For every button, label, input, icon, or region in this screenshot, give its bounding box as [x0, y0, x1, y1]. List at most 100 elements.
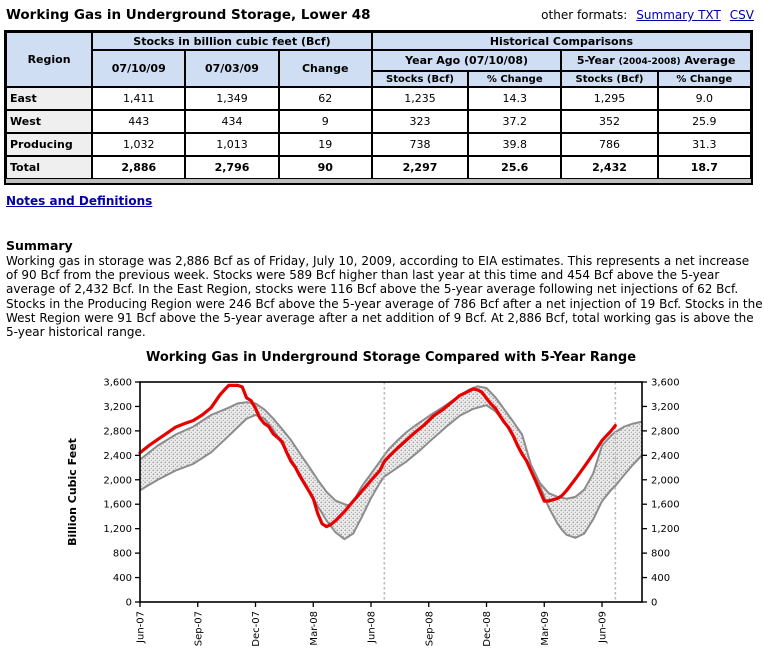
table-row: Total 2,886 2,796 90 2,297 25.6 2,432 18.7	[6, 156, 751, 179]
other-formats: other formats: Summary TXT CSV	[541, 8, 754, 22]
working-gas-line	[138, 384, 617, 529]
y-tick-label-right: 1,200	[651, 524, 680, 535]
x-tick-label: Jun-07	[136, 611, 147, 644]
x-tick-label: Mar-09	[540, 611, 551, 646]
col-header-region: Region	[6, 32, 93, 87]
y-tick-label-left: 400	[113, 573, 132, 584]
x-tick-label: Mar-08	[309, 611, 320, 646]
y-tick-label-right: 2,400	[651, 451, 680, 462]
cell-ya_pct: 25.6	[468, 156, 562, 179]
cell-fy_stocks: 1,295	[561, 87, 658, 110]
x-tick-label: Sep-08	[424, 611, 435, 646]
cell-current: 1,032	[92, 133, 186, 156]
cell-ya_stocks: 2,297	[371, 156, 469, 179]
group-header-five-year: 5-Year (2004-2008) Average	[561, 50, 751, 71]
y-tick-label-left: 2,000	[103, 475, 132, 486]
five-year-range-band	[140, 386, 642, 540]
cell-change: 9	[278, 110, 372, 133]
cell-change: 19	[278, 133, 372, 156]
notes-row: Notes and Definitions	[6, 194, 760, 208]
cell-fy_pct: 25.9	[657, 110, 751, 133]
csv-link[interactable]: CSV	[729, 8, 754, 22]
cell-previous: 2,796	[185, 156, 279, 179]
cell-change: 62	[278, 87, 372, 110]
cell-fy_pct: 9.0	[657, 87, 751, 110]
cell-change: 90	[278, 156, 372, 179]
storage-chart-svg: Working Gas in Underground Storage Compa…	[66, 350, 680, 647]
page-title: Working Gas in Underground Storage, Lowe…	[6, 7, 371, 23]
storage-table-wrapper: Region Stocks in billion cubic feet (Bcf…	[4, 30, 753, 185]
table-row: Producing 1,032 1,013 19 738 39.8 786 31.3	[6, 133, 751, 156]
five-year-min-line	[139, 404, 643, 541]
summary-text: Working gas in storage was 2,886 Bcf as …	[6, 254, 763, 340]
y-tick-label-left: 1,200	[103, 524, 132, 535]
cell-fy_pct: 18.7	[657, 156, 751, 179]
x-tick-label: Dec-07	[251, 611, 262, 647]
cell-fy_stocks: 786	[561, 133, 658, 156]
cell-ya_stocks: 1,235	[371, 87, 469, 110]
col-header-change: Change	[278, 50, 372, 87]
y-tick-label-right: 3,600	[651, 378, 680, 389]
y-tick-label-right: 800	[651, 549, 670, 560]
summary-txt-link[interactable]: Summary TXT	[636, 8, 721, 22]
cell-current: 1,411	[92, 87, 186, 110]
col-header-ya-pct: % Change	[468, 71, 562, 87]
cell-ya_stocks: 323	[371, 110, 469, 133]
col-header-previous-date: 07/03/09	[185, 50, 279, 87]
cell-ya_pct: 37.2	[468, 110, 562, 133]
col-header-fy-stocks: Stocks (Bcf)	[561, 71, 658, 87]
group-header-stocks: Stocks in billion cubic feet (Bcf)	[92, 32, 372, 50]
y-tick-label-left: 800	[113, 549, 132, 560]
y-tick-label-right: 400	[651, 573, 670, 584]
summary-section: Summary Working gas in storage was 2,886…	[6, 238, 763, 339]
chart-title: Working Gas in Underground Storage Compa…	[146, 350, 636, 365]
y-tick-label-left: 2,400	[103, 451, 132, 462]
cell-fy_stocks: 2,432	[561, 156, 658, 179]
cell-ya_pct: 39.8	[468, 133, 562, 156]
y-tick-label-right: 0	[651, 598, 657, 609]
cell-fy_stocks: 352	[561, 110, 658, 133]
x-tick-label: Jun-08	[367, 611, 378, 644]
cell-previous: 1,349	[185, 87, 279, 110]
y-axis-title: Billion Cubic Feet	[66, 438, 79, 546]
x-tick-label: Jun-09	[598, 611, 609, 644]
y-tick-label-left: 0	[126, 598, 132, 609]
y-tick-label-right: 3,200	[651, 402, 680, 413]
notes-and-definitions-link[interactable]: Notes and Definitions	[6, 194, 153, 208]
region-label: West	[6, 110, 93, 133]
x-tick-label: Sep-07	[193, 611, 204, 646]
five-year-max-line	[139, 385, 643, 507]
col-header-fy-pct: % Change	[657, 71, 751, 87]
table-row: West 443 434 9 323 37.2 352 25.9	[6, 110, 751, 133]
region-label: Total	[6, 156, 93, 179]
other-formats-label: other formats:	[541, 8, 628, 22]
cell-ya_pct: 14.3	[468, 87, 562, 110]
storage-chart: Working Gas in Underground Storage Compa…	[4, 345, 760, 661]
table-row: East 1,411 1,349 62 1,235 14.3 1,295 9.0	[6, 87, 751, 110]
col-header-current-date: 07/10/09	[92, 50, 186, 87]
cell-current: 443	[92, 110, 186, 133]
y-tick-label-right: 2,800	[651, 427, 680, 438]
cell-fy_pct: 31.3	[657, 133, 751, 156]
storage-table: Region Stocks in billion cubic feet (Bcf…	[6, 32, 751, 179]
y-tick-label-right: 2,000	[651, 475, 680, 486]
y-tick-label-left: 3,600	[103, 378, 132, 389]
group-header-historical: Historical Comparisons	[371, 32, 751, 50]
region-label: Producing	[6, 133, 93, 156]
summary-heading: Summary	[6, 238, 73, 253]
plot-frame	[139, 381, 643, 604]
cell-current: 2,886	[92, 156, 186, 179]
y-tick-label-left: 1,600	[103, 500, 132, 511]
cell-ya_stocks: 738	[371, 133, 469, 156]
y-tick-label-left: 2,800	[103, 427, 132, 438]
x-tick-label: Dec-08	[482, 611, 493, 647]
group-header-year-ago: Year Ago (07/10/08)	[371, 50, 562, 71]
col-header-ya-stocks: Stocks (Bcf)	[371, 71, 469, 87]
cell-previous: 1,013	[185, 133, 279, 156]
y-tick-label-left: 3,200	[103, 402, 132, 413]
region-label: East	[6, 87, 93, 110]
top-bar: Working Gas in Underground Storage, Lowe…	[4, 5, 760, 23]
y-tick-label-right: 1,600	[651, 500, 680, 511]
cell-previous: 434	[185, 110, 279, 133]
